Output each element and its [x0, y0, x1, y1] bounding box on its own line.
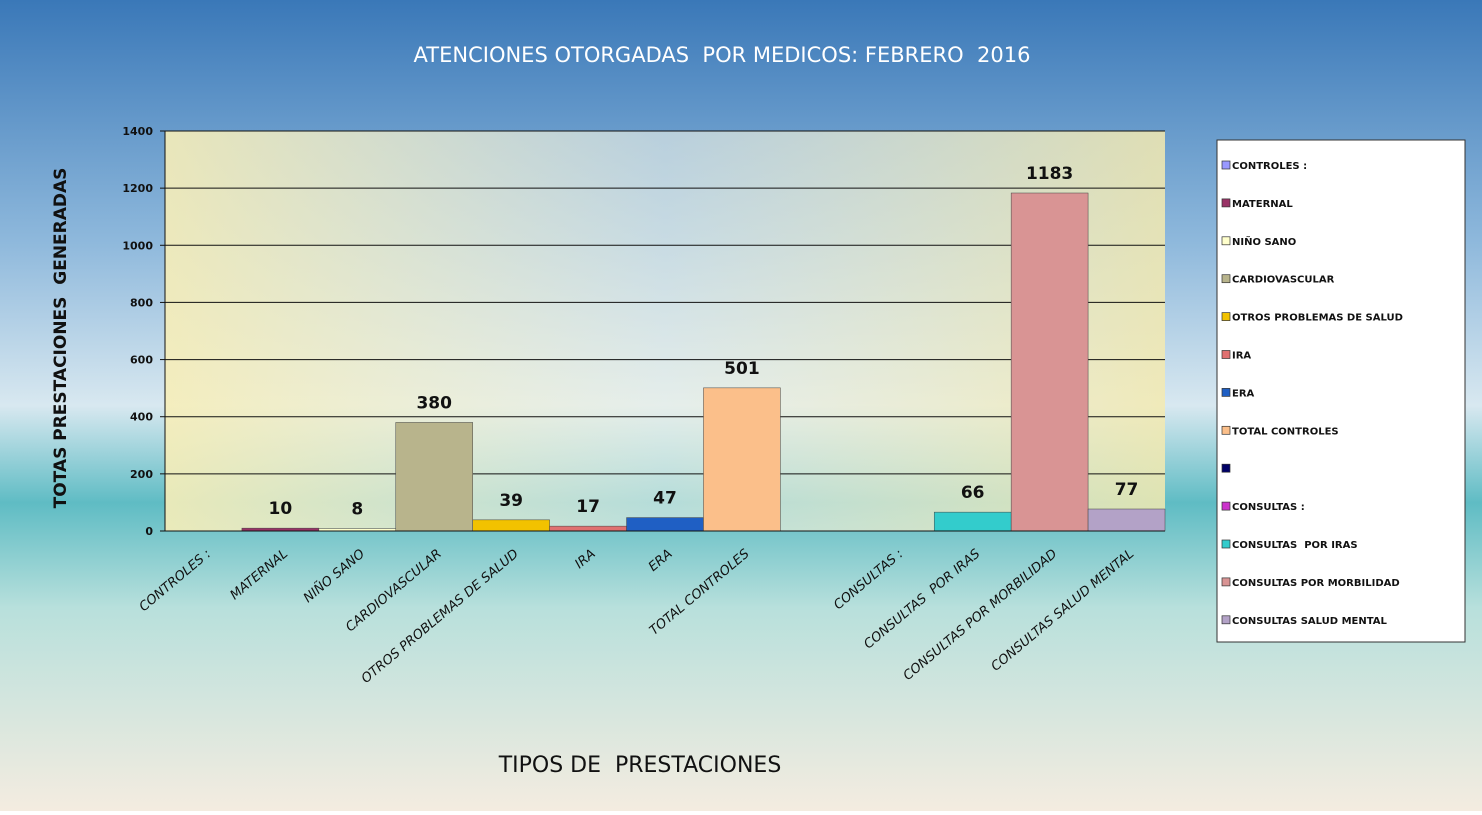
y-tick-label: 800: [130, 296, 153, 309]
legend-label: CONSULTAS POR MORBILIDAD: [1232, 578, 1400, 589]
legend-box: [1216, 139, 1466, 643]
data-label: 501: [724, 359, 760, 379]
legend-label: CARDIOVASCULAR: [1232, 275, 1335, 286]
y-tick-label: 200: [130, 468, 153, 481]
legend-swatch: [1221, 350, 1231, 359]
legend-label: CONSULTAS SALUD MENTAL: [1232, 616, 1388, 627]
data-label: 1183: [1026, 164, 1073, 184]
bar: [1010, 192, 1089, 532]
bar: [472, 519, 550, 532]
legend-swatch: [1221, 425, 1231, 435]
legend-swatch: [1221, 198, 1231, 208]
legend-label: CONSULTAS :: [1232, 502, 1305, 513]
data-label: 8: [351, 500, 363, 520]
legend-swatch: [1221, 539, 1231, 549]
y-tick-label: 0: [145, 525, 153, 538]
legend-swatch: [1221, 160, 1231, 170]
bar: [933, 511, 1012, 532]
legend-label: CONSULTAS POR IRAS: [1232, 540, 1358, 551]
bar: [549, 525, 627, 532]
legend-label: CONTROLES :: [1232, 161, 1307, 172]
legend-swatch: [1221, 236, 1231, 246]
data-label: 10: [269, 499, 293, 519]
legend-swatch: [1221, 463, 1231, 473]
x-axis-title: TIPOS DE PRESTACIONES: [498, 753, 782, 778]
legend-label: TOTAL CONTROLES: [1232, 426, 1339, 437]
bar: [626, 517, 704, 532]
data-label: 39: [499, 491, 523, 511]
y-tick-label: 600: [130, 354, 153, 367]
legend-swatch: [1221, 388, 1231, 397]
plot-area: [165, 131, 1165, 531]
legend-label: OTROS PROBLEMAS DE SALUD: [1232, 313, 1403, 324]
y-tick-label: 1400: [122, 125, 153, 138]
bar: [395, 422, 473, 532]
legend-label: IRA: [1232, 351, 1251, 362]
y-tick-label: 1200: [122, 182, 153, 195]
bar: [703, 387, 781, 532]
legend-label: NIÑO SANO: [1232, 235, 1296, 248]
legend-swatch: [1221, 312, 1231, 321]
legend-swatch: [1221, 577, 1231, 587]
chart-title: ATENCIONES OTORGADAS POR MEDICOS: FEBRER…: [414, 43, 1031, 67]
data-label: 66: [961, 483, 985, 503]
y-tick-label: 400: [130, 411, 153, 424]
legend-swatch: [1221, 274, 1231, 284]
data-label: 17: [576, 497, 600, 517]
data-label: 77: [1115, 480, 1139, 500]
bar: [1087, 508, 1166, 532]
legend-label: MATERNAL: [1232, 199, 1293, 210]
legend-swatch: [1221, 501, 1231, 511]
y-axis-title: TOTAS PRESTACIONES GENERADAS: [51, 168, 71, 509]
legend-swatch: [1221, 615, 1231, 625]
data-label: 47: [653, 489, 677, 509]
legend-label: ERA: [1232, 388, 1255, 399]
y-tick-label: 1000: [122, 239, 153, 252]
data-label: 380: [416, 393, 452, 413]
